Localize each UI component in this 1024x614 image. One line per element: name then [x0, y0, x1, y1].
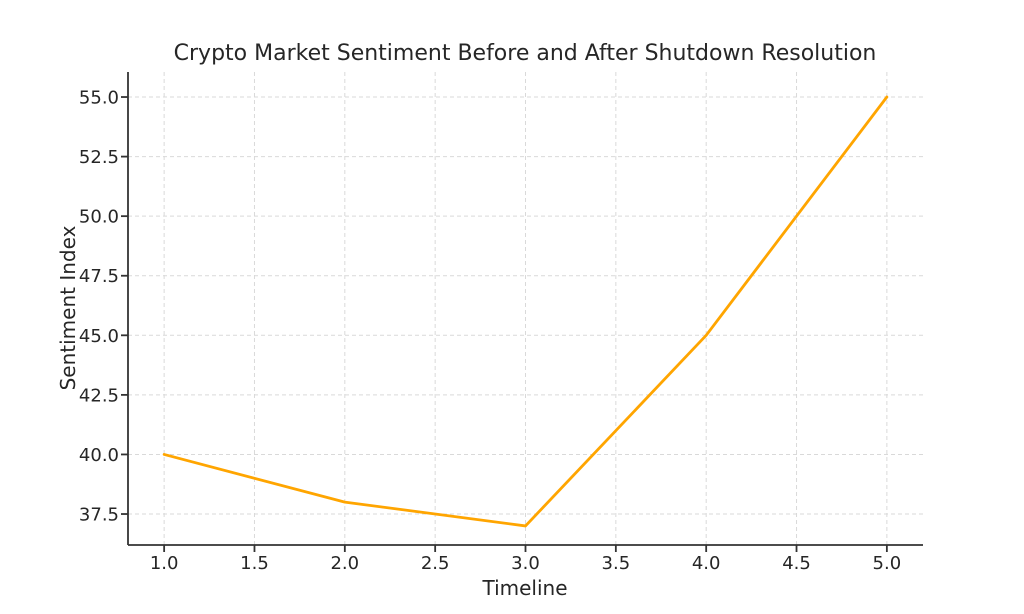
x-tick-label: 1.5: [240, 553, 269, 574]
y-tick-label: 40.0: [79, 445, 119, 466]
y-tick-label: 55.0: [79, 88, 119, 109]
y-tick-label: 37.5: [79, 505, 119, 526]
x-tick-label: 1.0: [150, 553, 179, 574]
chart-series-layer: [162, 95, 889, 528]
x-tick-label: 3.0: [511, 553, 540, 574]
x-tick-label: 2.5: [421, 553, 450, 574]
x-axis-label: Timeline: [481, 576, 567, 600]
chart-title: Crypto Market Sentiment Before and After…: [174, 41, 877, 66]
x-tick-label: 4.5: [782, 553, 811, 574]
x-tick-label: 5.0: [873, 553, 902, 574]
y-axis-label: Sentiment Index: [56, 225, 80, 390]
y-tick-label: 52.5: [79, 147, 119, 168]
y-tick-label: 45.0: [79, 326, 119, 347]
x-tick-label: 4.0: [692, 553, 721, 574]
y-tick-label: 47.5: [79, 266, 119, 287]
chart-grid-layer: [128, 72, 923, 545]
x-tick-label: 3.5: [602, 553, 631, 574]
sentiment-line: [162, 95, 889, 528]
x-tick-label: 2.0: [330, 553, 359, 574]
chart-axes-layer: 1.0 1.5 2.0 2.5 3.0 3.5 4.0 4.5 5.0 37.5 40.0 42.5 4…: [79, 72, 923, 574]
y-tick-label: 42.5: [79, 385, 119, 406]
y-tick-label: 50.0: [79, 207, 119, 228]
